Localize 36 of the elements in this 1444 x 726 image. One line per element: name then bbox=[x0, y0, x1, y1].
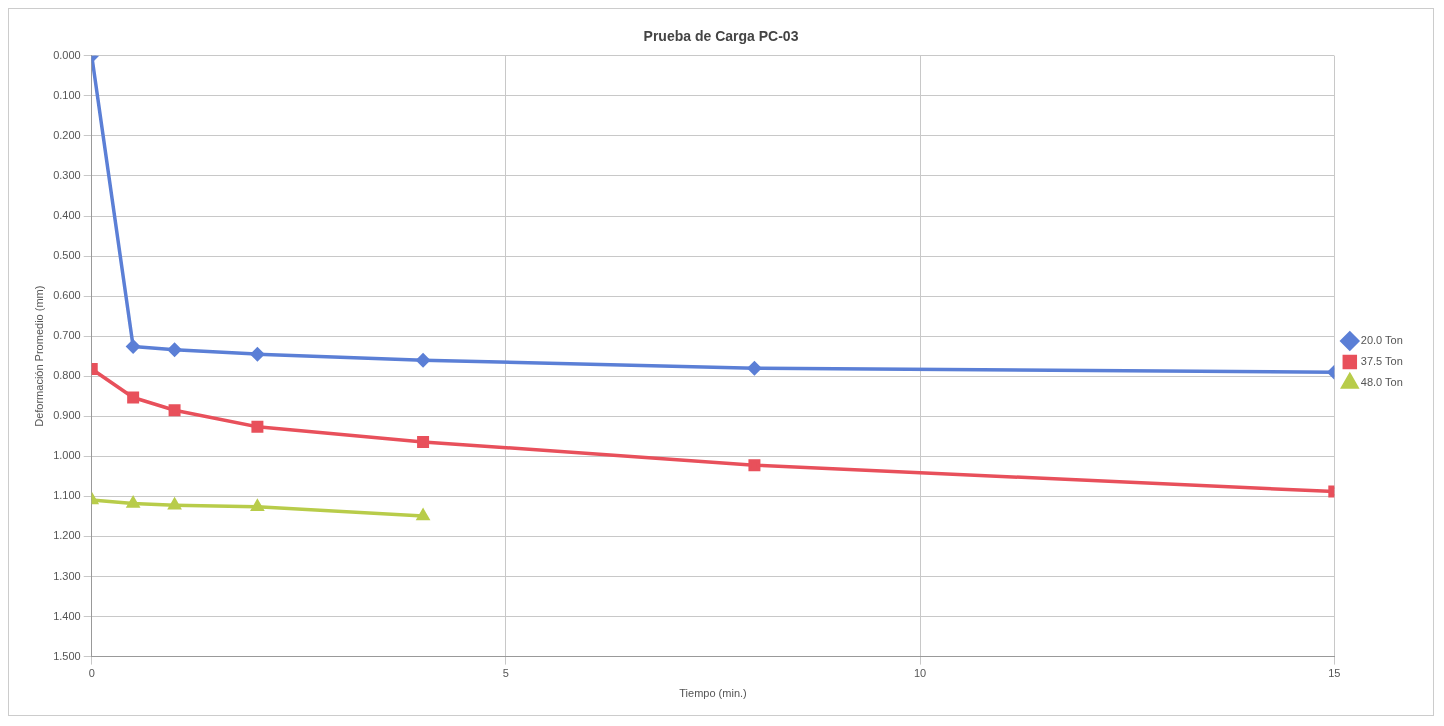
y-tick-label: 0.800 bbox=[53, 369, 81, 382]
point bbox=[126, 339, 140, 354]
point bbox=[250, 347, 265, 361]
y-tick-label: 0.300 bbox=[53, 168, 81, 181]
point bbox=[416, 353, 430, 367]
y-tick-label: 1.200 bbox=[53, 529, 81, 542]
y-tick-label: 0.400 bbox=[53, 209, 81, 222]
point bbox=[747, 361, 762, 375]
legend-label: 48.0 Ton bbox=[1360, 376, 1403, 389]
y-tick-label: 0.500 bbox=[53, 249, 81, 262]
y-tick-label: 1.100 bbox=[53, 489, 81, 502]
legend-label: 37.5 Ton bbox=[1360, 355, 1403, 368]
y-tick-label: 0.700 bbox=[53, 329, 81, 342]
y-tick-label: 0.600 bbox=[53, 289, 81, 302]
y-tick-label: 1.500 bbox=[53, 649, 81, 662]
y-tick-label: 0.900 bbox=[53, 409, 81, 422]
x-tick-label: 10 bbox=[913, 667, 927, 680]
x-tick-label: 15 bbox=[1328, 667, 1341, 680]
point bbox=[417, 435, 430, 448]
x-tick-label: 0 bbox=[88, 667, 95, 680]
point bbox=[748, 459, 761, 472]
point bbox=[127, 391, 140, 404]
x-tick-label: 5 bbox=[502, 667, 509, 680]
chart-title: Prueba de Carga PC-03 bbox=[643, 28, 799, 45]
y-tick-label: 0.100 bbox=[53, 88, 81, 101]
legend-label: 20.0 Ton bbox=[1360, 334, 1403, 347]
point bbox=[168, 404, 181, 417]
y-tick-label: 0.000 bbox=[53, 48, 81, 61]
point bbox=[167, 343, 182, 357]
y-tick-label: 1.400 bbox=[53, 609, 81, 622]
y-axis-title: Deformación Promedio (mm) bbox=[32, 285, 45, 427]
y-tick-label: 1.000 bbox=[53, 449, 81, 462]
x-axis-title: Tiempo (min.) bbox=[679, 687, 747, 700]
point bbox=[251, 420, 264, 433]
y-tick-label: 0.200 bbox=[53, 128, 81, 141]
y-tick-label: 1.300 bbox=[53, 569, 81, 582]
